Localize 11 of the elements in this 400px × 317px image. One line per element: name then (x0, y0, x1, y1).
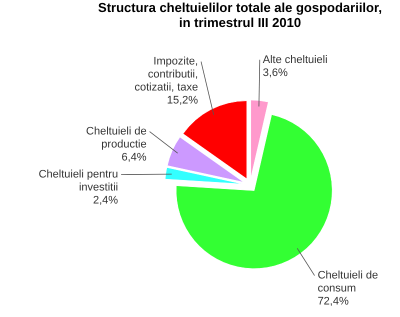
data-label: 15,2% (166, 94, 198, 107)
slice-label: Cheltuieli de productie (86, 126, 147, 151)
slice-label: Cheltuieli de consum (318, 270, 378, 295)
slice-label: Impozite, contributii, cotizatii, taxe (134, 56, 198, 94)
data-label: 3,6% (262, 66, 288, 79)
slice-label: Alte cheltuieli (262, 54, 328, 66)
data-label: 2,4% (93, 194, 118, 207)
slice-label: Cheltuieli pentru investitii (38, 168, 118, 194)
chart-title: Structura cheltuielilor totale ale gospodariilor, in trimestrul III 2010 (98, 0, 382, 30)
data-label: 6,4% (122, 152, 147, 164)
data-label: 72,4% (318, 296, 349, 308)
